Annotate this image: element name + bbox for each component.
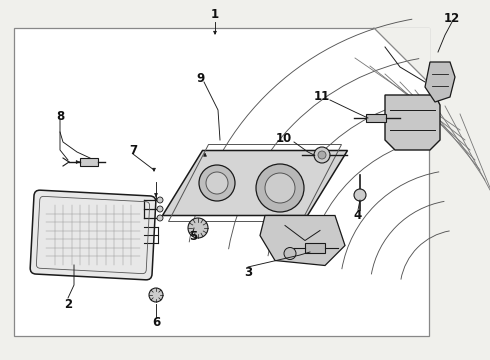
Polygon shape [163,150,347,216]
Text: 5: 5 [189,230,197,243]
Circle shape [157,197,163,203]
Circle shape [314,147,330,163]
Text: 12: 12 [444,12,460,24]
Circle shape [188,218,208,238]
Bar [14,28,429,336]
Circle shape [256,164,304,212]
Circle shape [206,172,228,194]
Polygon shape [260,216,345,266]
Text: 4: 4 [354,208,362,221]
Text: 1: 1 [211,8,219,21]
Text: 10: 10 [276,131,292,144]
Text: 9: 9 [196,72,204,85]
Text: 11: 11 [314,90,330,103]
Bar [366,114,386,122]
FancyBboxPatch shape [30,190,156,280]
Circle shape [157,215,163,221]
Bar [80,158,98,166]
Circle shape [284,248,296,260]
Text: 7: 7 [129,144,137,157]
Circle shape [199,165,235,201]
Circle shape [157,206,163,212]
Circle shape [318,151,326,159]
Text: 6: 6 [152,315,160,328]
Polygon shape [374,28,429,83]
Circle shape [265,173,295,203]
Text: 2: 2 [64,297,72,310]
Bar [305,243,325,253]
Text: 8: 8 [56,109,64,122]
Polygon shape [385,95,440,150]
Text: 3: 3 [244,266,252,279]
Circle shape [354,189,366,201]
Polygon shape [425,62,455,102]
Circle shape [149,288,163,302]
